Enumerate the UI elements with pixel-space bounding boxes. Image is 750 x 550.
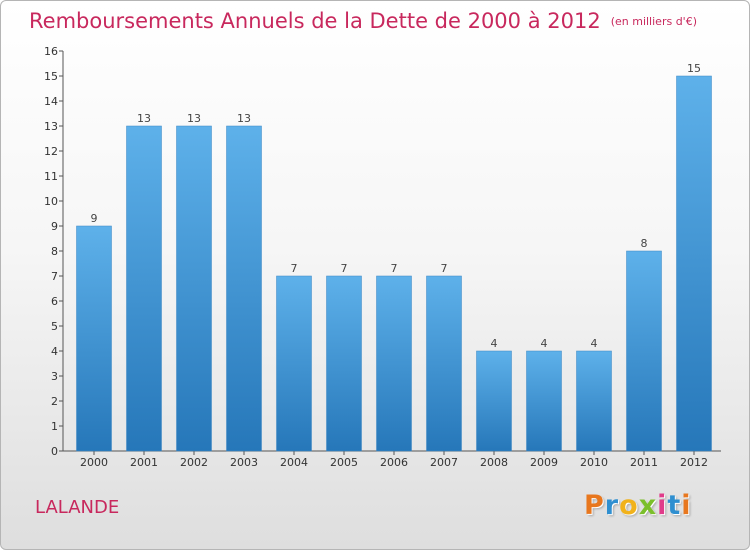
labels: 2000 9 2001 13 2002 13 2003 13 2004 7 2005 7 2006 7 20… — [80, 62, 708, 469]
data-label: 7 — [291, 262, 298, 275]
x-tick-label: 2008 — [480, 456, 508, 469]
logo-letter: i — [657, 490, 668, 521]
x-tick-label: 2011 — [630, 456, 658, 469]
logo-letter: t — [667, 490, 682, 521]
bar — [426, 275, 462, 452]
data-label: 8 — [641, 237, 648, 250]
bar — [626, 250, 662, 452]
logo-letter: r — [604, 490, 620, 521]
title-text: Remboursements Annuels de la Dette de 20… — [29, 9, 601, 33]
bar — [376, 275, 412, 452]
y-tick-label: 16 — [44, 45, 58, 58]
bar — [176, 125, 212, 452]
x-tick-label: 2006 — [380, 456, 408, 469]
y-tick-label: 9 — [51, 220, 58, 233]
logo-letter: o — [619, 490, 639, 521]
y-tick-label: 15 — [44, 70, 58, 83]
y-tick-label: 5 — [51, 320, 58, 333]
data-label: 4 — [491, 337, 498, 350]
y-tick-label: 7 — [51, 270, 58, 283]
logo-letter: i — [681, 490, 692, 521]
x-tick-label: 2004 — [280, 456, 308, 469]
bar — [476, 350, 512, 452]
y-tick-label: 2 — [51, 395, 58, 408]
x-tick-label: 2005 — [330, 456, 358, 469]
x-tick-label: 2009 — [530, 456, 558, 469]
data-label: 9 — [91, 212, 98, 225]
data-label: 13 — [137, 112, 151, 125]
logo-letter: x — [638, 490, 658, 521]
y-tick-label: 3 — [51, 370, 58, 383]
bar — [676, 75, 712, 452]
y-tick-label: 8 — [51, 245, 58, 258]
data-label: 13 — [237, 112, 251, 125]
data-label: 4 — [541, 337, 548, 350]
data-label: 13 — [187, 112, 201, 125]
y-tick-label: 12 — [44, 145, 58, 158]
bar — [126, 125, 162, 452]
x-tick-label: 2002 — [180, 456, 208, 469]
bar — [226, 125, 262, 452]
x-tick-label: 2001 — [130, 456, 158, 469]
bar — [326, 275, 362, 452]
logo-letter: P — [584, 490, 605, 521]
proxiti-logo[interactable]: Proxiti — [584, 490, 692, 521]
x-tick-label: 2007 — [430, 456, 458, 469]
y-tick-label: 0 — [51, 445, 58, 458]
data-label: 4 — [591, 337, 598, 350]
x-tick-label: 2003 — [230, 456, 258, 469]
bar — [276, 275, 312, 452]
chart-title: Remboursements Annuels de la Dette de 20… — [29, 9, 697, 33]
x-tick-label: 2010 — [580, 456, 608, 469]
y-tick-label: 4 — [51, 345, 58, 358]
commune-name: LALANDE — [35, 497, 120, 518]
data-label: 7 — [341, 262, 348, 275]
bar — [576, 350, 612, 452]
y-tick-label: 6 — [51, 295, 58, 308]
unit-label: (en milliers d'€) — [610, 15, 697, 28]
y-tick-label: 14 — [44, 95, 58, 108]
data-label: 7 — [391, 262, 398, 275]
x-tick-label: 2000 — [80, 456, 108, 469]
bars — [76, 75, 712, 452]
bar — [76, 225, 112, 452]
x-tick-label: 2012 — [680, 456, 708, 469]
y-tick-label: 11 — [44, 170, 58, 183]
data-label: 15 — [687, 62, 701, 75]
y-tick-label: 1 — [51, 420, 58, 433]
y-tick-label: 13 — [44, 120, 58, 133]
y-tick-label: 10 — [44, 195, 58, 208]
bar — [526, 350, 562, 452]
data-label: 7 — [441, 262, 448, 275]
